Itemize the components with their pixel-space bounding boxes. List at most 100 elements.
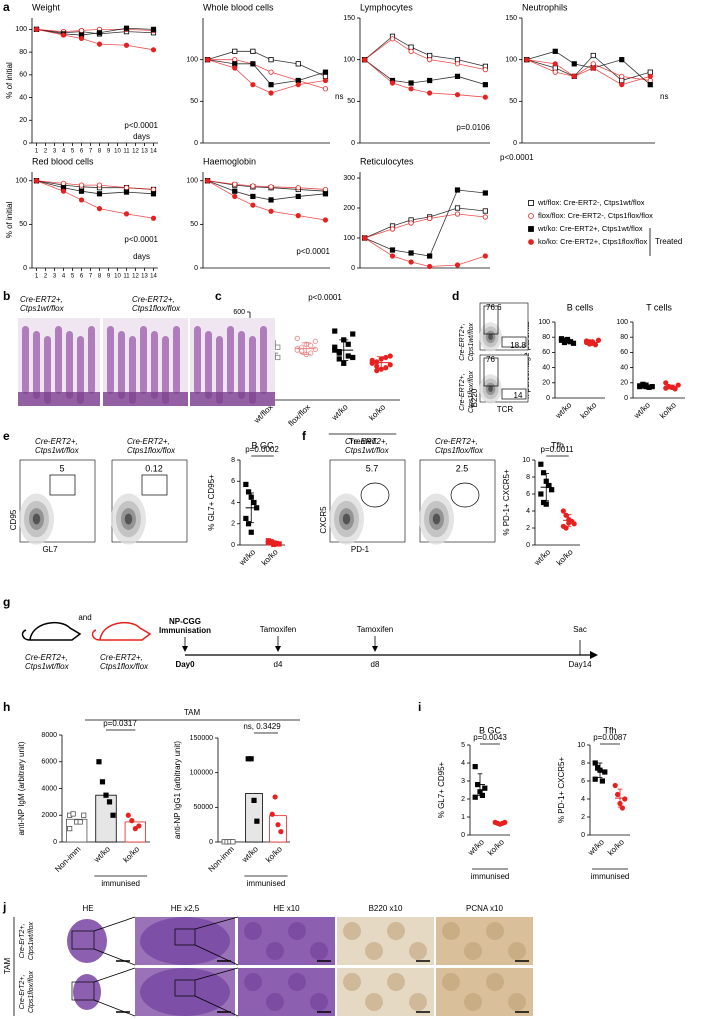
data-point (345, 341, 351, 347)
data-point (295, 213, 301, 219)
y-tick-label: 2000 (41, 812, 57, 819)
villus (88, 326, 95, 394)
tissue (140, 968, 230, 1016)
series-line (36, 180, 154, 219)
data-point (345, 353, 351, 359)
data-point (150, 186, 157, 193)
y-tick-label: 0 (351, 265, 355, 272)
data-point (78, 35, 85, 42)
joiner: and (78, 613, 91, 622)
data-point (647, 73, 653, 79)
follicle (310, 993, 328, 1011)
y-axis-label: % PD-1+ CXCR5+ (502, 469, 511, 536)
rule (194, 967, 239, 981)
bar (245, 793, 263, 843)
data-point (592, 776, 598, 782)
data-point (295, 193, 301, 200)
x-tick-label: flox/flox (287, 403, 313, 429)
data-point (322, 73, 329, 79)
data-point (389, 36, 396, 42)
x-tick-label: 5 (71, 149, 75, 155)
y-tick-label: 100 (343, 235, 355, 242)
x-tick-label: ko/ko (606, 837, 626, 857)
step-label: Day0 (175, 660, 195, 669)
x-tick-label: 6 (80, 274, 84, 280)
follicle (365, 942, 383, 960)
series-line (207, 180, 326, 190)
mucosa (18, 392, 100, 406)
x-tick-label: wt/ko (92, 844, 113, 865)
data-point (33, 178, 40, 184)
data-point (150, 47, 157, 53)
y-tick-label: 0 (209, 839, 213, 846)
y-tick-label: 50 (19, 221, 27, 228)
sample-label: Cre-ERT2+, (435, 437, 478, 446)
y-tick-label: 600 (233, 309, 245, 316)
data-point (427, 90, 433, 96)
annotation: p<0.0001 (308, 293, 342, 302)
follicle (387, 973, 405, 991)
gate (49, 474, 76, 496)
y-axis-label: % of initial (5, 62, 14, 99)
data-point (272, 794, 278, 800)
x-tick-label: ko/ko (579, 400, 599, 420)
column-header: HE (82, 904, 93, 913)
legend-marker (528, 239, 534, 245)
villus (129, 336, 136, 404)
follicle (244, 973, 262, 991)
y-tick-label: 0 (231, 542, 235, 549)
data-point (248, 529, 254, 535)
series-line (36, 28, 154, 51)
data-point (275, 354, 281, 361)
x-tick-label: ko/ko (121, 844, 141, 864)
data-point (369, 357, 375, 363)
sample-label: Cre-ERT2+, (127, 437, 170, 446)
data-point (427, 215, 433, 222)
data-point (322, 86, 329, 92)
y-tick-label: 2 (581, 814, 585, 821)
data-point (647, 77, 653, 84)
follicle (486, 922, 504, 940)
data-point (96, 191, 103, 197)
x-tick-label: 3 (53, 274, 57, 280)
rule (93, 916, 136, 932)
follicle (409, 993, 427, 1011)
follicle (486, 973, 504, 991)
y-tick-label: 80 (542, 334, 550, 341)
villus (194, 326, 201, 394)
y-tick-label: 0 (546, 395, 550, 402)
data-point (299, 348, 305, 354)
follicle (343, 922, 361, 940)
x-tick-label: wt/ko (553, 400, 574, 421)
legend-entry: ko/ko: Cre-ERT2+, Ctps1flox/flox (538, 237, 648, 246)
y-tick-label: 0 (351, 140, 355, 147)
data-point (106, 799, 113, 805)
x-tick-label: wt/flox (252, 403, 275, 426)
data-point (245, 521, 252, 527)
legend-marker (528, 213, 534, 219)
gate (501, 336, 527, 348)
data-point (322, 77, 329, 84)
data-point (60, 32, 67, 38)
x-axis-label: days (133, 132, 150, 141)
data-point (250, 82, 256, 88)
y-tick-label: 100 (15, 26, 27, 33)
data-point (275, 344, 281, 350)
data-point (552, 61, 558, 67)
group-label: immunised (101, 879, 140, 888)
step-label: d8 (371, 660, 380, 669)
data-point (110, 812, 116, 818)
villus (118, 331, 125, 399)
x-tick-label: 13 (141, 149, 148, 155)
villus (44, 336, 51, 404)
axis-label: B220 (470, 388, 479, 407)
data-point (560, 508, 566, 514)
data-point (322, 191, 329, 197)
data-point (150, 215, 157, 221)
panel-label: b (3, 289, 10, 303)
data-point (619, 77, 625, 84)
x-tick-label: ko/ko (264, 844, 284, 864)
data-point (454, 57, 461, 63)
data-point (482, 214, 488, 220)
data-point (251, 499, 257, 506)
